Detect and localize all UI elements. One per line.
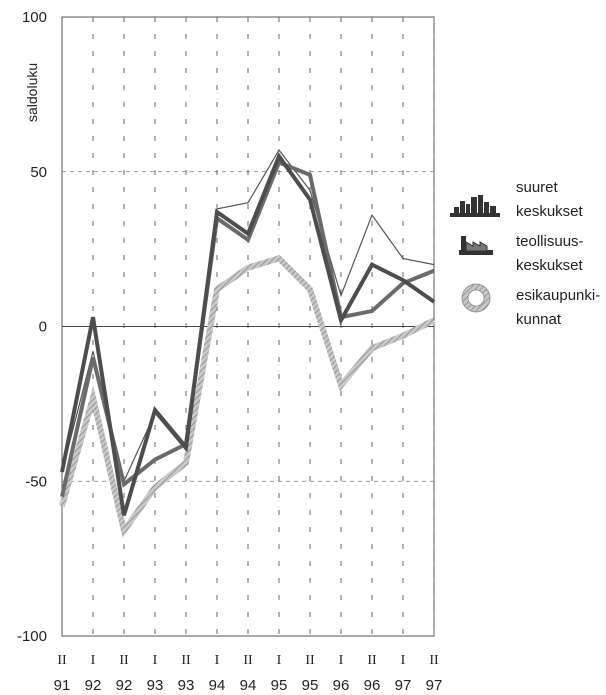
x-tick-label: 92: [116, 677, 133, 694]
legend-label-2-line1: teollisuus-: [516, 233, 584, 250]
series-line: [60, 159, 435, 498]
x-tick-half: II: [243, 653, 253, 668]
ring-icon: [461, 283, 491, 313]
grid: [62, 17, 435, 636]
x-tick-half: II: [429, 653, 439, 668]
x-tick-label: 96: [333, 677, 350, 694]
legend-label-1-line2: keskukset: [516, 203, 584, 220]
x-tick-label: 94: [240, 677, 257, 694]
series-line: [59, 255, 436, 538]
x-tick-label: 95: [271, 677, 288, 694]
x-tick-label: 93: [178, 677, 195, 694]
x-tick-half: II: [367, 653, 377, 668]
x-tick-half: I: [215, 653, 220, 668]
y-tick-label: -50: [25, 473, 47, 490]
city-skyline-icon: [450, 195, 500, 217]
legend-label-3-line2: kunnat: [516, 311, 562, 328]
x-tick-half: I: [91, 653, 96, 668]
x-tick-label: 97: [426, 677, 443, 694]
x-tick-label: 97: [395, 677, 412, 694]
x-tick-half: I: [339, 653, 344, 668]
x-tick-label: 95: [302, 677, 319, 694]
y-tick-label: 0: [39, 319, 47, 336]
factory-icon: [459, 236, 493, 255]
x-tick-label: 92: [85, 677, 102, 694]
x-tick-half: II: [119, 653, 129, 668]
x-tick-label: 91: [54, 677, 71, 694]
x-tick-label: 93: [147, 677, 164, 694]
legend: suuret keskukset teollisuus- keskukset e…: [450, 179, 600, 328]
y-axis-label: saldoluku: [24, 63, 40, 122]
legend-label-3-line1: esikaupunki-: [516, 287, 600, 304]
x-tick-half: II: [181, 653, 191, 668]
x-tick-half: I: [153, 653, 158, 668]
series-line: [61, 149, 435, 484]
series-line: [60, 152, 436, 516]
y-tick-label: 100: [22, 9, 47, 26]
series-layer: [59, 149, 436, 538]
x-axis: II 91 I 92 II 92 I 93 II 93 I 94 II 94 I 95 II 95 I 96 II 96 I…: [54, 653, 443, 694]
x-tick-half: II: [57, 653, 67, 668]
y-axis: 100 50 0 -50 -100: [17, 9, 47, 645]
x-tick-half: II: [305, 653, 315, 668]
x-tick-label: 96: [364, 677, 381, 694]
y-tick-label: 50: [30, 164, 47, 181]
x-tick-half: I: [277, 653, 282, 668]
y-tick-label: -100: [17, 628, 47, 645]
x-tick-label: 94: [209, 677, 226, 694]
legend-label-1-line1: suuret: [516, 179, 559, 196]
legend-label-2-line2: keskukset: [516, 257, 584, 274]
x-tick-half: I: [401, 653, 406, 668]
